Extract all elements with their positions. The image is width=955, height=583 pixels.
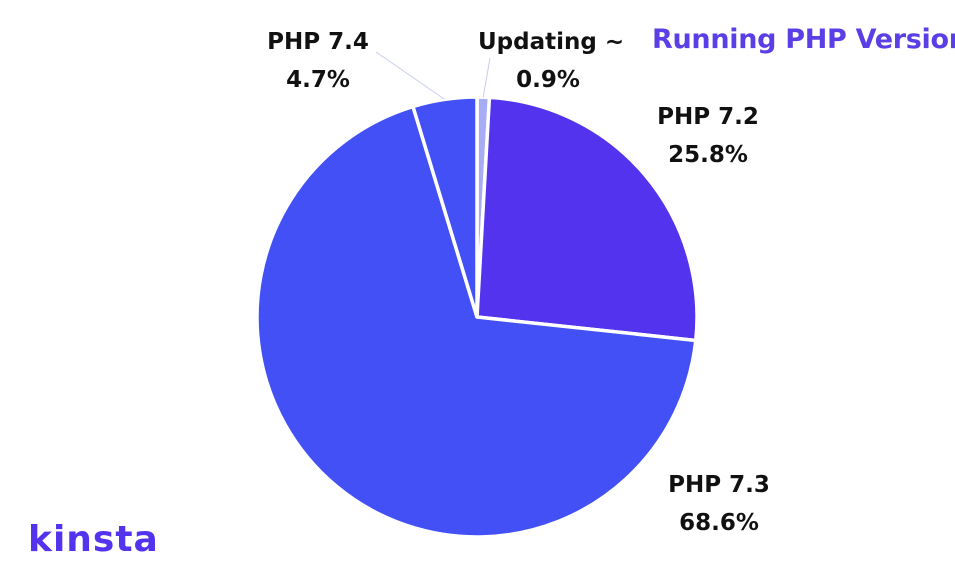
slice-name: PHP 7.2 xyxy=(657,104,759,130)
kinsta-logo: kinsta xyxy=(28,519,159,560)
slice-label-php72: PHP 7.2 25.8% xyxy=(652,98,764,174)
slice-percent: 0.9% xyxy=(516,67,580,93)
leader-line-updating xyxy=(482,57,491,98)
slice-percent: 4.7% xyxy=(286,67,350,93)
pie-slice-php-7-2 xyxy=(475,95,699,343)
slice-label-updating: Updating ~ 0.9% xyxy=(478,23,625,99)
slice-name: PHP 7.3 xyxy=(668,472,770,498)
slice-percent: 68.6% xyxy=(679,510,759,536)
slice-name: Updating ~ xyxy=(478,29,625,55)
leader-line-php74 xyxy=(375,51,445,100)
slice-percent: 25.8% xyxy=(668,142,748,168)
slice-label-php74: PHP 7.4 4.7% xyxy=(262,23,374,99)
pie-slice-php-7-3 xyxy=(255,104,698,539)
chart-title: Running PHP Version xyxy=(652,24,955,55)
slice-label-php73: PHP 7.3 68.6% xyxy=(663,466,775,542)
slice-name: PHP 7.4 xyxy=(267,29,369,55)
